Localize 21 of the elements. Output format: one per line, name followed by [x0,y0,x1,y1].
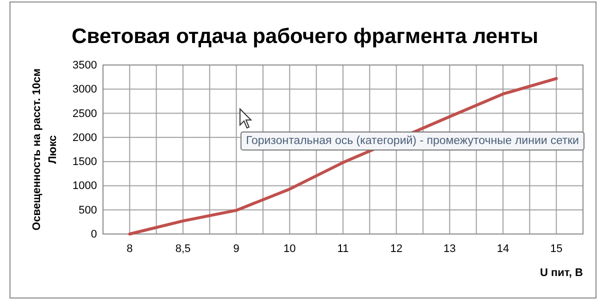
y-tick-label: 2000 [72,132,97,144]
y-tick-label: 1000 [72,180,97,192]
x-tick-label: 12 [390,242,402,255]
x-tick-label: 10 [284,242,296,255]
x-axis-title: U пит, В [540,267,584,279]
x-tick-label: 8,5 [175,242,191,255]
x-tick-label: 8 [126,242,133,255]
x-tick-label: 13 [444,242,456,255]
annotation: Горизонтальная ось (категорий) - промежуточные линии сетки [246,135,579,147]
y-tick-label: 3000 [72,84,97,96]
chart-title: Световая отдача рабочего фрагмента ленты [72,25,538,48]
x-tick-label: 11 [337,242,349,255]
x-tick-label: 15 [550,242,562,255]
y-tick-label: 3500 [72,60,97,72]
y-tick-label: 1500 [72,156,97,168]
x-tick-label: 9 [233,242,240,255]
y-tick-label: 2500 [72,108,97,120]
x-tick-label: 14 [496,242,510,255]
y-tick-label: 500 [78,204,97,216]
y-axis-title: Освещенность на расст. 10см Люкс [31,68,59,230]
y-tick-label: 0 [90,228,97,241]
